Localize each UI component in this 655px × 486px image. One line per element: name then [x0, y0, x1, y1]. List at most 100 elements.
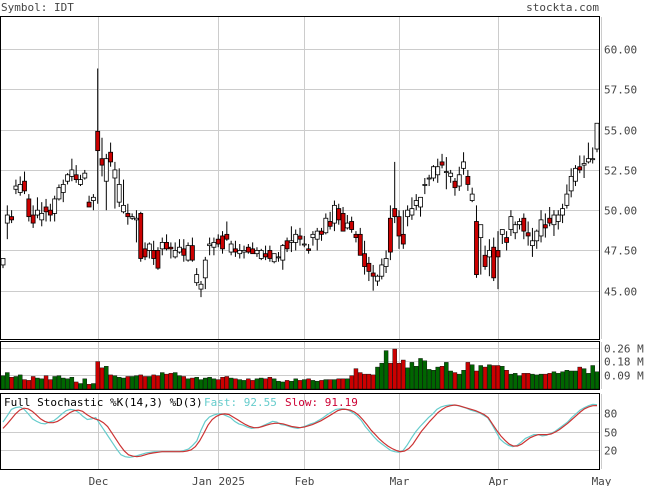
- candle: [362, 240, 367, 275]
- volume-bar: [18, 374, 23, 390]
- volume-bar: [35, 377, 40, 390]
- volume-bar: [388, 362, 393, 390]
- volume-bar: [500, 366, 505, 390]
- candle: [185, 242, 191, 262]
- candle: [65, 173, 70, 185]
- candle: [555, 210, 561, 230]
- volume-bar: [30, 376, 36, 390]
- volume-tick-label: 0.09 M: [604, 370, 644, 383]
- candle: [327, 211, 333, 230]
- volume-bar: [431, 370, 436, 390]
- candle: [465, 169, 471, 191]
- volume-bar: [556, 373, 561, 390]
- candle: [129, 213, 135, 220]
- volume-bar: [383, 350, 389, 390]
- candle: [78, 174, 83, 187]
- volume-bar: [99, 367, 105, 390]
- candle: [211, 237, 217, 256]
- volume-bar: [259, 377, 264, 390]
- candle: [125, 203, 131, 225]
- candle: [581, 155, 587, 178]
- volume-bar: [469, 364, 475, 390]
- candle: [198, 281, 204, 298]
- volume-bar: [534, 374, 539, 390]
- candle: [400, 210, 406, 249]
- volume-bar: [513, 373, 518, 390]
- candle: [435, 158, 441, 183]
- volume-bar: [155, 375, 161, 390]
- volume-bar: [168, 373, 174, 390]
- candle: [103, 153, 109, 211]
- volume-bar: [405, 367, 410, 390]
- candle: [228, 240, 234, 256]
- candle: [168, 242, 174, 259]
- volume-bar: [487, 364, 492, 390]
- volume-bar: [142, 376, 148, 390]
- slow-legend: Slow: 91.19: [285, 396, 358, 409]
- volume-bar: [414, 366, 419, 390]
- candle: [530, 227, 535, 257]
- candle: [52, 195, 58, 222]
- candle: [443, 157, 449, 190]
- volume-bar: [39, 378, 44, 390]
- candle: [202, 256, 208, 290]
- volume-bar: [340, 378, 346, 390]
- candle: [383, 250, 389, 273]
- candle: [585, 142, 591, 164]
- volume-bar: [246, 378, 251, 390]
- volume-bar: [250, 380, 255, 390]
- candle: [9, 210, 15, 224]
- volume-bar: [185, 378, 191, 390]
- candle: [280, 244, 286, 270]
- candle: [439, 153, 445, 169]
- candle: [138, 211, 144, 262]
- candle: [560, 203, 565, 224]
- candle: [577, 155, 583, 174]
- stochastic-tick-label: 20: [604, 445, 617, 458]
- candle: [542, 213, 548, 238]
- candle: [155, 247, 161, 270]
- volume-bar: [194, 377, 199, 390]
- volume-bar: [439, 366, 445, 390]
- volume-bar: [336, 378, 341, 390]
- volume-bar: [0, 375, 6, 390]
- volume-bar: [228, 377, 234, 390]
- volume-bar: [495, 365, 501, 390]
- volume-bar: [422, 360, 428, 390]
- volume-bar: [207, 377, 212, 390]
- volume-bar: [86, 384, 92, 390]
- site-label[interactable]: stockta.com: [526, 1, 599, 14]
- x-tick-label: Mar: [390, 475, 410, 486]
- volume-bar: [138, 374, 143, 390]
- candle: [469, 187, 475, 203]
- volume-bar: [280, 381, 285, 390]
- stochastic-grid: [1, 394, 602, 469]
- volume-bar: [203, 377, 208, 390]
- candle: [512, 221, 518, 240]
- candle: [73, 165, 79, 183]
- volume-bar: [95, 361, 100, 390]
- volume-bar: [190, 377, 195, 390]
- volume-bar: [525, 373, 531, 390]
- volume-bar: [315, 380, 320, 390]
- volume-bar: [78, 383, 83, 390]
- candle: [482, 245, 488, 270]
- volume-bar: [121, 377, 126, 390]
- price-grid: [1, 17, 602, 339]
- price-tick-label: 60.00: [604, 44, 637, 57]
- volume-bar: [353, 368, 359, 390]
- volume-bar: [517, 375, 522, 390]
- price-tick-label: 55.00: [604, 125, 637, 138]
- volume-bar: [198, 379, 204, 390]
- volume-bar: [452, 372, 458, 390]
- candle: [521, 213, 527, 240]
- stochastic-panel: [0, 393, 600, 470]
- volume-bar: [564, 370, 570, 390]
- volume-bar: [237, 379, 242, 390]
- stochastic-title: Full Stochastic %K(14,3) %D(3): [4, 396, 203, 409]
- candle: [297, 227, 303, 246]
- x-tick-label: Apr: [489, 475, 509, 486]
- volume-bar: [69, 377, 75, 390]
- candlestick-series: [0, 68, 600, 298]
- volume-bar: [263, 378, 268, 390]
